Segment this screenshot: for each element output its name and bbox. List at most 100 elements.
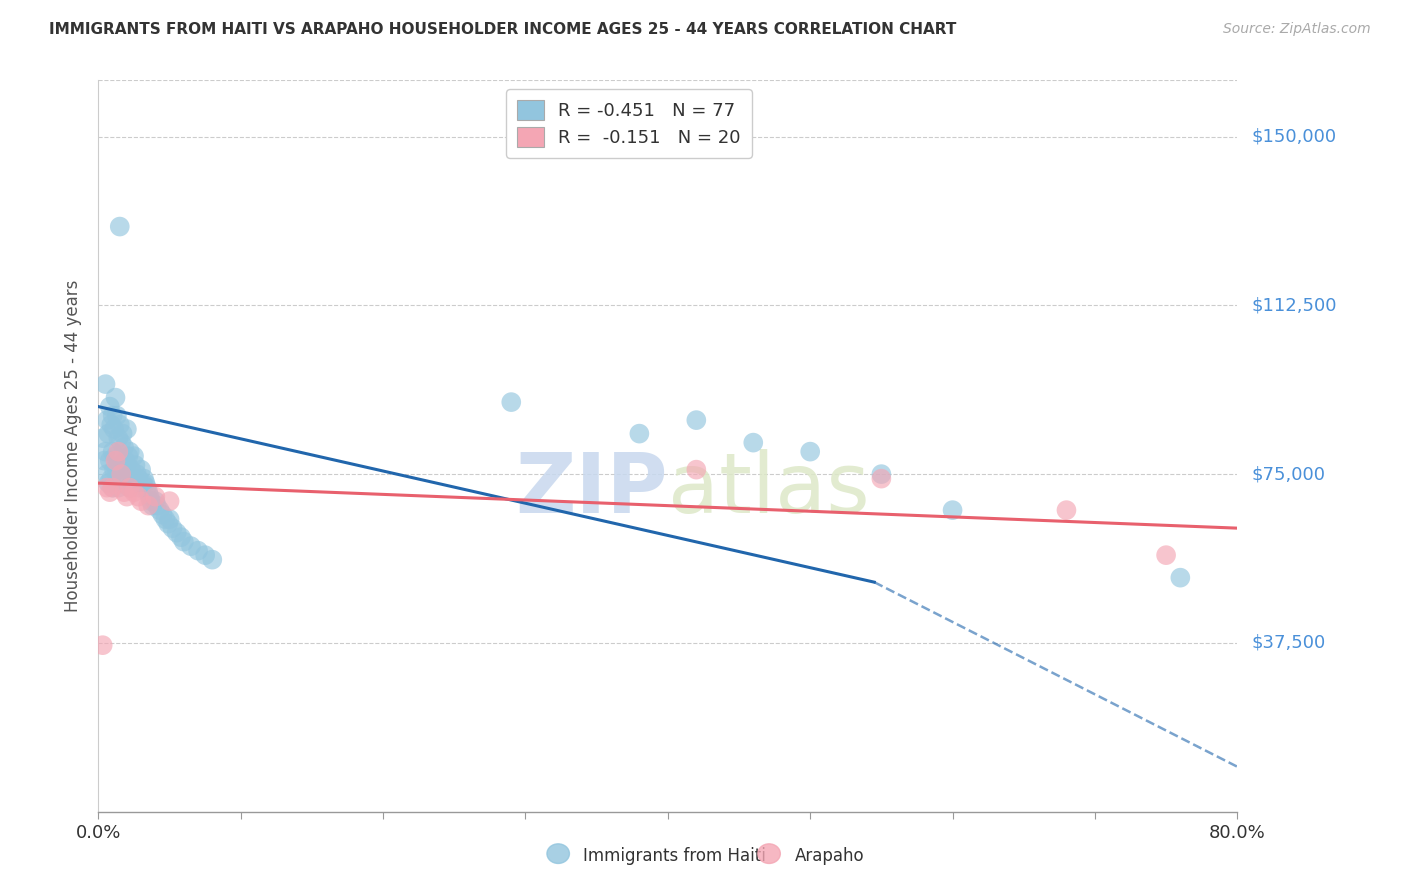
- Point: [98, 485, 121, 500]
- Point: [110, 435, 132, 450]
- Point: [149, 503, 172, 517]
- Point: [173, 534, 195, 549]
- Point: [110, 472, 132, 486]
- Point: [120, 462, 142, 476]
- Point: [98, 400, 121, 414]
- Point: [131, 476, 153, 491]
- Point: [108, 458, 131, 472]
- Point: [1170, 571, 1192, 585]
- Point: [145, 494, 167, 508]
- Point: [118, 444, 141, 458]
- Point: [501, 395, 523, 409]
- Point: [134, 476, 156, 491]
- Point: [111, 462, 134, 476]
- Point: [103, 462, 125, 476]
- Point: [114, 453, 136, 467]
- Point: [108, 417, 131, 432]
- Point: [91, 431, 114, 445]
- Point: [870, 467, 893, 482]
- Point: [107, 444, 129, 458]
- Point: [124, 458, 146, 472]
- Point: [152, 508, 174, 522]
- Point: [155, 512, 177, 526]
- Point: [101, 409, 124, 423]
- Text: $75,000: $75,000: [1251, 465, 1326, 483]
- Point: [132, 472, 155, 486]
- Text: $37,500: $37,500: [1251, 634, 1326, 652]
- Point: [1154, 548, 1177, 562]
- Point: [101, 481, 124, 495]
- Point: [145, 490, 167, 504]
- Point: [105, 409, 128, 423]
- Point: [166, 525, 188, 540]
- Point: [162, 521, 184, 535]
- Point: [170, 530, 193, 544]
- Point: [125, 467, 148, 482]
- Point: [127, 490, 149, 504]
- Point: [91, 638, 114, 652]
- Point: [127, 472, 149, 486]
- Point: [122, 449, 145, 463]
- Y-axis label: Householder Income Ages 25 - 44 years: Householder Income Ages 25 - 44 years: [65, 280, 83, 612]
- Text: atlas: atlas: [668, 450, 869, 531]
- Point: [122, 485, 145, 500]
- Point: [194, 548, 217, 562]
- Point: [100, 472, 122, 486]
- Point: [141, 499, 163, 513]
- Text: IMMIGRANTS FROM HAITI VS ARAPAHO HOUSEHOLDER INCOME AGES 25 - 44 YEARS CORRELATI: IMMIGRANTS FROM HAITI VS ARAPAHO HOUSEHO…: [49, 22, 956, 37]
- Point: [115, 458, 138, 472]
- Point: [628, 426, 651, 441]
- Text: Source: ZipAtlas.com: Source: ZipAtlas.com: [1223, 22, 1371, 37]
- Text: $112,500: $112,500: [1251, 296, 1337, 314]
- Point: [112, 476, 135, 491]
- Point: [97, 476, 120, 491]
- Point: [111, 426, 134, 441]
- Point: [138, 490, 160, 504]
- Point: [685, 413, 707, 427]
- Point: [159, 512, 181, 526]
- Point: [101, 481, 124, 495]
- Point: [136, 499, 159, 513]
- Point: [98, 453, 121, 467]
- Point: [100, 417, 122, 432]
- Point: [94, 377, 117, 392]
- Point: [742, 435, 765, 450]
- Point: [94, 444, 117, 458]
- Point: [129, 462, 152, 476]
- Text: ZIP: ZIP: [516, 450, 668, 531]
- Point: [104, 449, 127, 463]
- Point: [108, 219, 131, 234]
- Point: [146, 499, 169, 513]
- Point: [115, 422, 138, 436]
- Point: [118, 481, 141, 495]
- Point: [96, 481, 118, 495]
- Point: [104, 391, 127, 405]
- Point: [107, 431, 129, 445]
- Point: [201, 552, 224, 566]
- Point: [180, 539, 202, 553]
- Point: [112, 485, 135, 500]
- Legend: R = -0.451   N = 77, R =  -0.151   N = 20: R = -0.451 N = 77, R = -0.151 N = 20: [506, 89, 752, 158]
- Point: [121, 472, 143, 486]
- Point: [187, 543, 209, 558]
- Text: $150,000: $150,000: [1251, 128, 1336, 145]
- Point: [105, 462, 128, 476]
- Point: [107, 481, 129, 495]
- Point: [685, 462, 707, 476]
- Point: [97, 426, 120, 441]
- Point: [1056, 503, 1078, 517]
- Point: [136, 485, 159, 500]
- Text: Arapaho: Arapaho: [794, 847, 865, 865]
- Text: Immigrants from Haiti: Immigrants from Haiti: [583, 847, 766, 865]
- Point: [159, 494, 181, 508]
- Point: [129, 494, 152, 508]
- Point: [117, 449, 139, 463]
- Point: [942, 503, 965, 517]
- Point: [110, 467, 132, 482]
- Point: [101, 444, 124, 458]
- Point: [96, 467, 118, 482]
- Point: [157, 516, 180, 531]
- Point: [118, 481, 141, 495]
- Point: [96, 413, 118, 427]
- Point: [870, 472, 893, 486]
